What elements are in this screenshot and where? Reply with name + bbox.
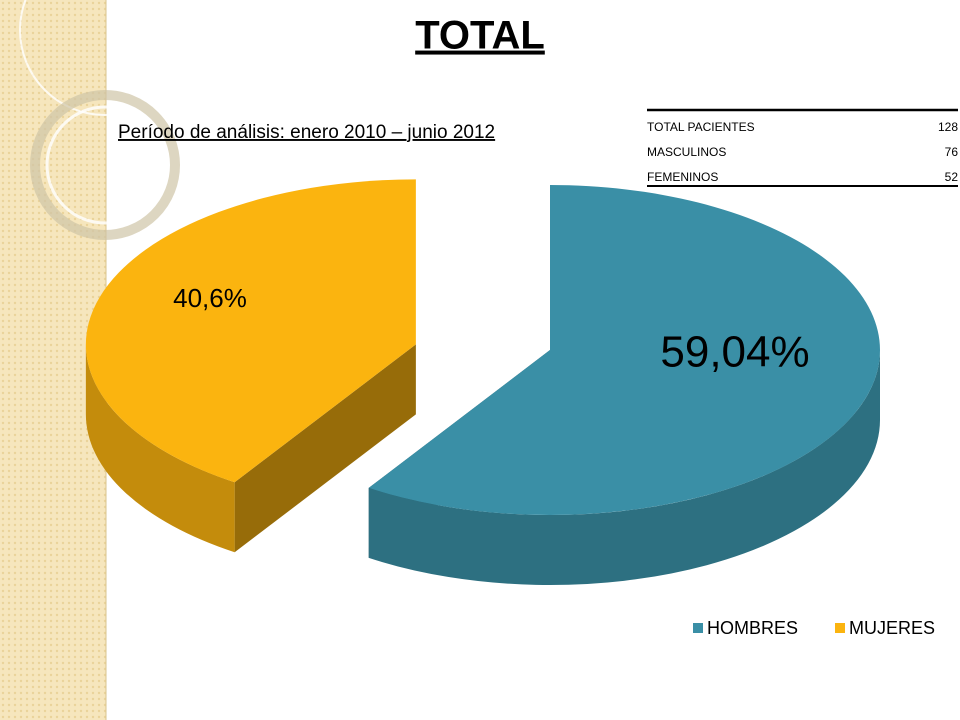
subtitle: Período de análisis: enero 2010 – junio …: [118, 122, 495, 143]
table: TOTAL PACIENTES 128 MASCULINOS 76 FEMENINOS 5…: [647, 120, 958, 184]
legend-swatch: [693, 623, 703, 633]
slice-side: [234, 344, 416, 553]
legend-label: HOMBRES: [707, 618, 798, 638]
table-value: 128: [938, 120, 958, 134]
slice-wall: [85, 344, 235, 553]
deco-circle: [30, 90, 180, 240]
legend: HOMBRES MUJERES: [693, 618, 935, 638]
table-label: TOTAL PACIENTES: [647, 120, 755, 134]
slide-title: TOTAL: [415, 14, 545, 58]
pie-slice: [368, 185, 881, 515]
table-label: FEMENINOS: [647, 170, 718, 184]
deco-circle: [19, 0, 191, 116]
pie-slice: [85, 179, 416, 483]
legend-swatch: [835, 623, 845, 633]
table-value: 52: [945, 170, 959, 184]
data-label: 40,6%: [173, 283, 247, 313]
pie: 59,04% 40,6%: [85, 179, 881, 585]
legend-label: MUJERES: [849, 618, 935, 638]
deco-circle: [45, 105, 165, 225]
data-label: 59,04%: [660, 328, 809, 377]
slice-wall: [368, 350, 880, 585]
table-label: MASCULINOS: [647, 145, 726, 159]
table-value: 76: [945, 145, 959, 159]
